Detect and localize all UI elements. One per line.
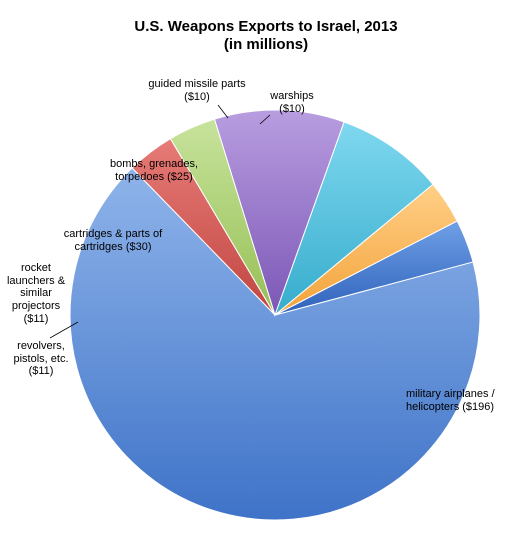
slice-label-rocket-launchers-similar-projectors: rocketlaunchers &similarprojectors($11) — [0, 262, 72, 325]
leader-line — [218, 105, 228, 118]
slice-label-revolvers-pistols-etc-: revolvers,pistols, etc.($11) — [6, 340, 76, 378]
slice-label-warships: warships($10) — [262, 90, 322, 115]
slice-label-guided-missile-parts: guided missile parts($10) — [132, 78, 262, 103]
pie-chart — [0, 0, 532, 537]
slice-label-military-airplanes-helicopters: military airplanes /helicopters ($196) — [406, 388, 532, 413]
chart-title-line2: (in millions) — [0, 36, 532, 53]
chart-title-line1: U.S. Weapons Exports to Israel, 2013 — [0, 18, 532, 35]
slice-label-bombs-grenades-torpedoes: bombs, grenades,torpedoes ($25) — [94, 158, 214, 183]
slice-label-cartridges-parts-of-cartridges: cartridges & parts ofcartridges ($30) — [48, 228, 178, 253]
